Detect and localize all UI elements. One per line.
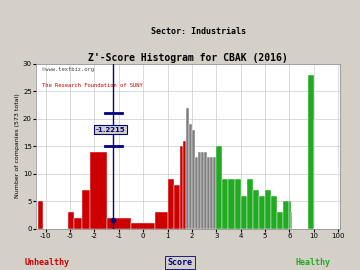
Bar	[291, 212, 292, 229]
Bar	[189, 124, 192, 229]
Bar	[259, 196, 265, 229]
Text: Score: Score	[167, 258, 193, 266]
Text: The Research Foundation of SUNY: The Research Foundation of SUNY	[42, 83, 143, 88]
Bar	[107, 218, 131, 229]
Bar	[234, 179, 240, 229]
Bar	[68, 212, 74, 229]
Bar	[307, 75, 314, 229]
Bar	[131, 223, 155, 229]
Bar	[198, 152, 201, 229]
Bar	[183, 141, 186, 229]
Y-axis label: Number of companies (573 total): Number of companies (573 total)	[15, 94, 20, 198]
Bar	[253, 190, 259, 229]
Bar	[283, 201, 289, 229]
Bar	[228, 179, 234, 229]
Bar	[155, 212, 167, 229]
Bar	[265, 190, 271, 229]
Bar	[247, 179, 253, 229]
Text: ©www.textbiz.org: ©www.textbiz.org	[42, 67, 94, 72]
Bar	[210, 157, 213, 229]
Bar	[195, 157, 198, 229]
Bar	[186, 108, 189, 229]
Text: Unhealthy: Unhealthy	[24, 258, 69, 266]
Bar	[192, 130, 195, 229]
Bar	[167, 179, 174, 229]
Bar	[39, 201, 43, 229]
Bar	[277, 212, 283, 229]
Bar	[240, 196, 247, 229]
Bar	[207, 157, 210, 229]
Text: -1.2215: -1.2215	[96, 127, 125, 133]
Text: Sector: Industrials: Sector: Industrials	[150, 27, 246, 36]
Text: Healthy: Healthy	[296, 258, 331, 266]
Bar	[180, 146, 183, 229]
Title: Z'-Score Histogram for CBAK (2016): Z'-Score Histogram for CBAK (2016)	[88, 53, 288, 63]
Bar	[204, 152, 207, 229]
Bar	[216, 146, 222, 229]
Bar	[90, 152, 107, 229]
Bar	[222, 179, 228, 229]
Bar	[213, 157, 216, 229]
Bar	[82, 190, 90, 229]
Bar	[174, 185, 180, 229]
Bar	[201, 152, 204, 229]
Bar	[271, 196, 277, 229]
Bar	[74, 218, 82, 229]
Bar	[289, 201, 291, 229]
